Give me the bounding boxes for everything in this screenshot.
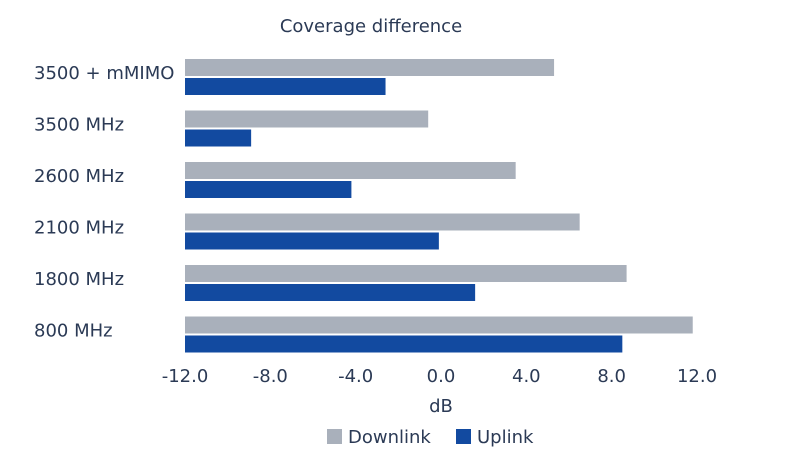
legend-swatch-downlink [327, 429, 342, 444]
bar-downlink-1800-mhz [185, 265, 627, 282]
bar-uplink-3500-mhz [185, 129, 252, 147]
category-labels: 3500 + mMIMO 3500 MHz 2600 MHz 2100 MHz 1800… [34, 63, 174, 342]
legend-swatch-uplink [456, 429, 471, 444]
bar-downlink-2600-mhz [185, 162, 516, 179]
bars [185, 59, 693, 353]
category-label-3500-mmimo: 3500 + mMIMO [34, 63, 174, 84]
legend-label-uplink: Uplink [477, 427, 534, 448]
x-axis-label: dB [429, 396, 453, 417]
x-tick-label: 0.0 [427, 366, 456, 387]
category-label-2100-mhz: 2100 MHz [34, 218, 124, 239]
bar-downlink-800-mhz [185, 316, 693, 334]
x-tick-label: 4.0 [512, 366, 541, 387]
bar-uplink-1800-mhz [185, 284, 476, 301]
bar-uplink-800-mhz [185, 335, 623, 353]
category-label-2600-mhz: 2600 MHz [34, 166, 124, 187]
category-label-800-mhz: 800 MHz [34, 321, 113, 342]
x-tick-label: -12.0 [162, 366, 209, 387]
x-tick-label: 12.0 [677, 366, 717, 387]
x-tick-label: -4.0 [338, 366, 373, 387]
bar-downlink-3500-mmimo [185, 59, 555, 76]
x-tick-label: 8.0 [597, 366, 626, 387]
legend: Downlink Uplink [327, 427, 534, 448]
legend-label-downlink: Downlink [348, 427, 431, 448]
bar-uplink-3500-mmimo [185, 78, 386, 95]
bar-uplink-2100-mhz [185, 232, 439, 250]
category-label-3500-mhz: 3500 MHz [34, 115, 124, 136]
x-tick-label: -8.0 [253, 366, 288, 387]
bar-downlink-2100-mhz [185, 213, 580, 231]
chart-title: Coverage difference [280, 16, 462, 37]
bar-uplink-2600-mhz [185, 181, 352, 198]
x-tick-labels: -12.0 -8.0 -4.0 0.0 4.0 8.0 12.0 [162, 366, 717, 387]
category-label-1800-mhz: 1800 MHz [34, 269, 124, 290]
bar-downlink-3500-mhz [185, 110, 429, 128]
